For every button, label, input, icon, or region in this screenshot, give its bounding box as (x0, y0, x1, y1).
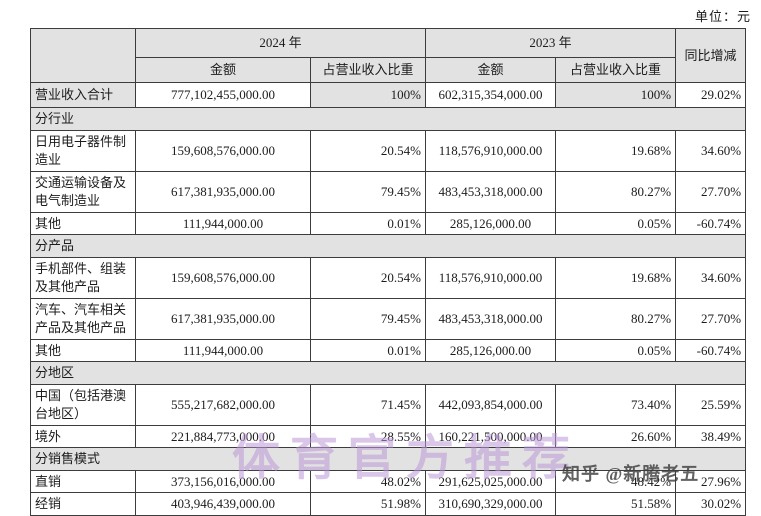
yoy-change: 25.59% (675, 383, 747, 426)
table-row: 其他 111,944,000.00 0.01% 285,126,000.00 0.05%… (30, 211, 747, 236)
yoy-change: 38.49% (675, 424, 747, 449)
proportion-2023: 0.05% (555, 211, 677, 236)
proportion-2023: 19.68% (555, 129, 677, 172)
amount-2024: 617,381,935,000.00 (135, 297, 311, 340)
row-label: 直销 (30, 469, 136, 494)
yoy-change: 30.02% (675, 492, 747, 516)
row-label: 汽车、汽车相关产品及其他产品 (30, 297, 136, 340)
row-label: 经销 (30, 492, 136, 516)
amount-2023: 442,093,854,000.00 (425, 383, 557, 426)
proportion-2023: 100% (555, 82, 677, 108)
yoy-change: 29.02% (675, 82, 747, 108)
yoy-change: 34.60% (675, 129, 747, 172)
section-label: 分行业 (29, 107, 747, 131)
row-label: 其他 (30, 211, 136, 236)
header-yoy: 同比增减 (675, 28, 747, 83)
header-amount-2024: 金额 (135, 57, 311, 83)
row-label: 境外 (30, 424, 136, 449)
table-row: 直销 373,156,016,000.00 48.02% 291,625,025,00… (30, 469, 747, 494)
section-label: 分地区 (29, 361, 747, 385)
proportion-2024: 20.54% (309, 129, 427, 172)
section-row: 分销售模式 (29, 447, 747, 471)
table-row: 其他 111,944,000.00 0.01% 285,126,000.00 0.05%… (30, 338, 747, 363)
amount-2024: 111,944,000.00 (135, 338, 311, 363)
revenue-breakdown-table: 2024 年 2023 年 同比增减 金额 占营业收入比重 金额 占营业收入比重… (29, 28, 747, 516)
proportion-2023: 80.27% (555, 170, 677, 213)
proportion-2024: 79.45% (309, 170, 427, 213)
header-year-2023: 2023 年 (425, 28, 677, 58)
amount-2023: 310,690,329,000.00 (425, 492, 557, 516)
header-empty-cell (30, 28, 136, 83)
amount-2023: 285,126,000.00 (425, 338, 557, 363)
header-proportion-2024: 占营业收入比重 (309, 57, 427, 83)
row-label: 手机部件、组装及其他产品 (30, 256, 136, 299)
row-label: 其他 (30, 338, 136, 363)
row-label: 交通运输设备及电气制造业 (30, 170, 136, 213)
amount-2024: 159,608,576,000.00 (135, 256, 311, 299)
table-row: 日用电子器件制造业 159,608,576,000.00 20.54% 118,576… (30, 129, 747, 172)
table-row: 交通运输设备及电气制造业 617,381,935,000.00 79.45% 483,… (30, 170, 747, 213)
proportion-2024: 51.98% (309, 492, 427, 516)
table-row: 境外 221,884,773,000.00 28.55% 160,221,500,00… (30, 424, 747, 449)
table-body: 营业收入合计 777,102,455,000.00 100% 602,315,354,… (29, 82, 747, 516)
row-label: 中国（包括港澳台地区） (30, 383, 136, 426)
amount-2024: 403,946,439,000.00 (135, 492, 311, 516)
section-row: 分地区 (29, 361, 747, 385)
proportion-2024: 48.02% (309, 469, 427, 494)
yoy-change: 27.70% (675, 297, 747, 340)
table-row: 中国（包括港澳台地区） 555,217,682,000.00 71.45% 442,0… (30, 383, 747, 426)
header-year-2024: 2024 年 (134, 28, 427, 58)
row-label: 日用电子器件制造业 (30, 129, 136, 172)
amount-2023: 602,315,354,000.00 (425, 82, 557, 108)
proportion-2024: 100% (309, 82, 427, 108)
proportion-2023: 0.05% (555, 338, 677, 363)
proportion-2024: 79.45% (309, 297, 427, 340)
table-row: 营业收入合计 777,102,455,000.00 100% 602,315,354,… (30, 82, 747, 108)
proportion-2023: 48.42% (555, 469, 677, 494)
row-label: 营业收入合计 (30, 82, 136, 108)
amount-2024: 617,381,935,000.00 (135, 170, 311, 213)
amount-2024: 221,884,773,000.00 (135, 424, 311, 449)
amount-2024: 373,156,016,000.00 (135, 469, 311, 494)
amount-2024: 777,102,455,000.00 (135, 82, 311, 108)
header-amount-2023: 金额 (425, 57, 557, 83)
header-proportion-2023: 占营业收入比重 (555, 57, 677, 83)
amount-2023: 285,126,000.00 (425, 211, 557, 236)
amount-2023: 118,576,910,000.00 (425, 256, 557, 299)
table-row: 汽车、汽车相关产品及其他产品 617,381,935,000.00 79.45% 48… (30, 297, 747, 340)
proportion-2024: 0.01% (309, 338, 427, 363)
header-row-years: 2024 年 2023 年 同比增减 (30, 28, 747, 83)
proportion-2024: 28.55% (309, 424, 427, 449)
amount-2023: 118,576,910,000.00 (425, 129, 557, 172)
proportion-2023: 80.27% (555, 297, 677, 340)
yoy-change: 27.70% (675, 170, 747, 213)
table-row: 手机部件、组装及其他产品 159,608,576,000.00 20.54% 118,… (30, 256, 747, 299)
proportion-2024: 0.01% (309, 211, 427, 236)
proportion-2023: 26.60% (555, 424, 677, 449)
proportion-2023: 51.58% (555, 492, 677, 516)
section-row: 分行业 (29, 107, 747, 131)
yoy-change: 34.60% (675, 256, 747, 299)
amount-2023: 160,221,500,000.00 (425, 424, 557, 449)
section-label: 分销售模式 (29, 447, 747, 471)
amount-2023: 483,453,318,000.00 (425, 170, 557, 213)
proportion-2024: 71.45% (309, 383, 427, 426)
proportion-2024: 20.54% (309, 256, 427, 299)
yoy-change: 27.96% (675, 469, 747, 494)
table-row: 经销 403,946,439,000.00 51.98% 310,690,329,00… (30, 492, 747, 516)
yoy-change: -60.74% (675, 211, 747, 236)
proportion-2023: 73.40% (555, 383, 677, 426)
proportion-2023: 19.68% (555, 256, 677, 299)
amount-2023: 291,625,025,000.00 (425, 469, 557, 494)
yoy-change: -60.74% (675, 338, 747, 363)
amount-2024: 555,217,682,000.00 (135, 383, 311, 426)
amount-2024: 111,944,000.00 (135, 211, 311, 236)
amount-2024: 159,608,576,000.00 (135, 129, 311, 172)
section-row: 分产品 (29, 234, 747, 258)
section-label: 分产品 (29, 234, 747, 258)
amount-2023: 483,453,318,000.00 (425, 297, 557, 340)
unit-label: 单位：元 (694, 9, 751, 24)
header-row-metrics: 金额 占营业收入比重 金额 占营业收入比重 (31, 57, 746, 83)
